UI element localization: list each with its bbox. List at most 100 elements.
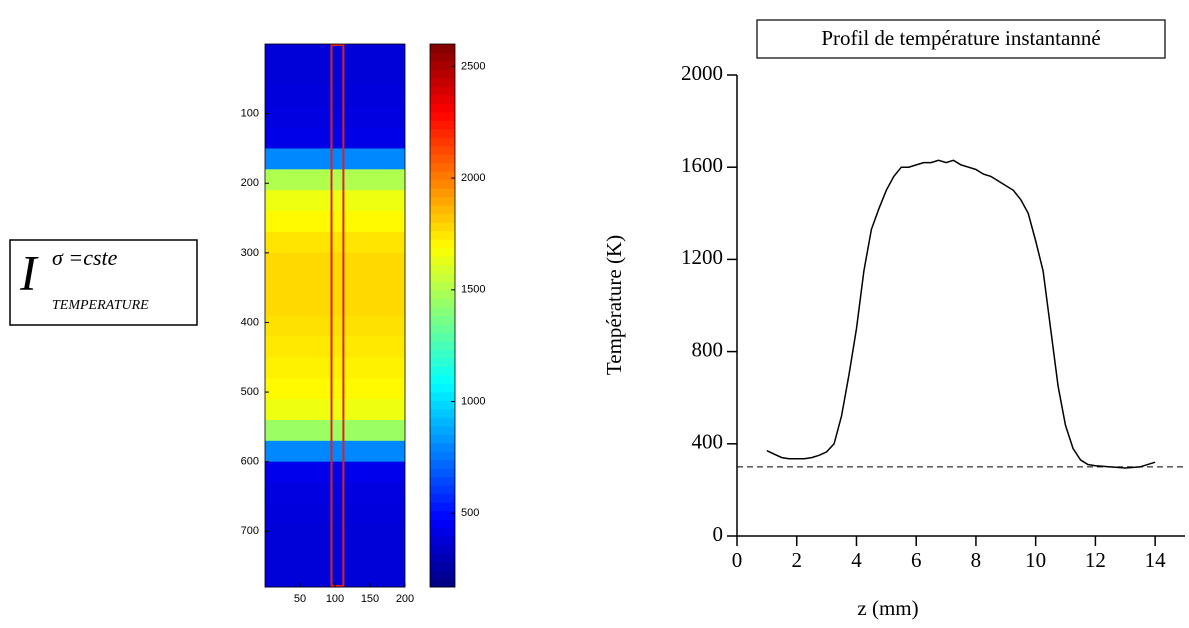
colorbar-swatch: [430, 281, 455, 291]
colorbar-tick-label: 1000: [461, 395, 485, 407]
colorbar-swatch: [430, 544, 455, 554]
colorbar-swatch: [430, 332, 455, 342]
x-tick-label: 6: [911, 548, 922, 572]
colorbar-swatch: [430, 86, 455, 96]
data-line: [766, 159, 1156, 469]
heat-cell: [265, 64, 405, 87]
heat-cell: [265, 252, 405, 275]
colorbar-swatch: [430, 315, 455, 325]
heat-cell: [265, 169, 405, 191]
title-box: [756, 19, 1166, 59]
colorbar-swatch: [430, 120, 455, 130]
heat-cell: [265, 294, 405, 316]
x-tick-label: 150: [361, 593, 379, 605]
colorbar-swatch: [430, 213, 455, 223]
heat-cell: [265, 211, 405, 233]
x-tick-label: 8: [971, 548, 982, 572]
colorbar-swatch: [430, 374, 455, 384]
colorbar-swatch: [430, 553, 455, 563]
x-tick-label: 0: [732, 548, 743, 572]
colorbar-swatch: [430, 459, 455, 469]
colorbar-swatch: [430, 111, 455, 121]
colorbar-swatch: [430, 578, 455, 588]
colorbar-swatch: [430, 137, 455, 147]
y-tick-label: 2000: [681, 61, 723, 85]
heat-cell: [265, 85, 405, 108]
colorbar-swatch: [430, 451, 455, 461]
colorbar-tick-label: 500: [461, 507, 479, 519]
y-tick-label: 1200: [681, 245, 723, 269]
colorbar-swatch: [430, 476, 455, 486]
colorbar-swatch: [430, 44, 455, 53]
y-tick-label: 700: [241, 525, 259, 537]
symbol: I: [19, 244, 39, 300]
colorbar-swatch: [430, 502, 455, 512]
colorbar-swatch: [430, 290, 455, 300]
y-axis-label: Température (K): [602, 235, 626, 375]
colorbar-swatch: [430, 60, 455, 70]
colorbar-swatch: [430, 417, 455, 427]
colorbar-swatch: [430, 400, 455, 410]
colorbar-tick-label: 2000: [461, 172, 485, 184]
colorbar-swatch: [430, 510, 455, 520]
colorbar-swatch: [430, 188, 455, 198]
colorbar-swatch: [430, 162, 455, 172]
y-tick-label: 400: [692, 430, 724, 454]
heat-cell: [265, 482, 405, 504]
colorbar-swatch: [430, 171, 455, 181]
colorbar-tick-label: 1500: [461, 284, 485, 296]
colorbar-swatch: [430, 196, 455, 206]
y-tick-label: 300: [241, 247, 259, 259]
y-tick-label: 1600: [681, 153, 723, 177]
x-tick-label: 12: [1085, 548, 1106, 572]
heat-cell: [265, 336, 405, 358]
heat-cell: [265, 315, 405, 337]
colorbar-swatch: [430, 366, 455, 376]
x-tick-label: 50: [294, 593, 306, 605]
colorbar-frame: [429, 43, 456, 588]
heat-cell: [265, 44, 405, 66]
colorbar-swatch: [430, 256, 455, 266]
colorbar-swatch: [430, 442, 455, 452]
heat-cell: [265, 524, 405, 546]
heat-cell: [265, 231, 405, 254]
heat-cell: [265, 106, 405, 129]
heat-cell: [265, 419, 405, 442]
heat-cell: [265, 378, 405, 400]
subscript: TEMPERATURE: [52, 298, 149, 313]
heat-cell: [265, 503, 405, 525]
colorbar-swatch: [430, 298, 455, 308]
colorbar-swatch: [430, 519, 455, 529]
y-tick-label: 200: [241, 177, 259, 189]
heat-cell: [265, 273, 405, 296]
y-tick-label: 100: [241, 108, 259, 120]
heat-cell: [265, 148, 405, 170]
colorbar-swatch: [430, 561, 455, 571]
colorbar-swatch: [430, 145, 455, 155]
heat-cell: [265, 545, 405, 567]
colorbar-swatch: [430, 383, 455, 393]
colorbar-swatch: [430, 222, 455, 232]
colorbar-swatch: [430, 425, 455, 435]
colorbar-swatch: [430, 493, 455, 503]
x-tick-label: 200: [396, 593, 414, 605]
superscript: σ =cste: [52, 245, 118, 270]
colorbar-swatch: [430, 239, 455, 249]
colorbar-swatch: [430, 307, 455, 316]
colorbar-swatch: [430, 323, 455, 333]
x-tick-label: 14: [1145, 548, 1167, 572]
label-box: [9, 239, 198, 326]
heat-cell: [265, 357, 405, 379]
chart-title: Profil de température instantanné: [821, 26, 1100, 50]
heat-cell: [265, 190, 405, 212]
heat-cell: [265, 127, 405, 149]
colorbar-swatch: [430, 468, 455, 478]
colorbar-swatch: [430, 179, 455, 189]
colorbar-swatch: [430, 247, 455, 257]
colorbar-swatch: [430, 340, 455, 350]
heat-cell: [265, 566, 405, 588]
x-tick-label: 100: [326, 593, 344, 605]
heat-cell: [265, 440, 405, 463]
x-tick-label: 10: [1025, 548, 1046, 572]
